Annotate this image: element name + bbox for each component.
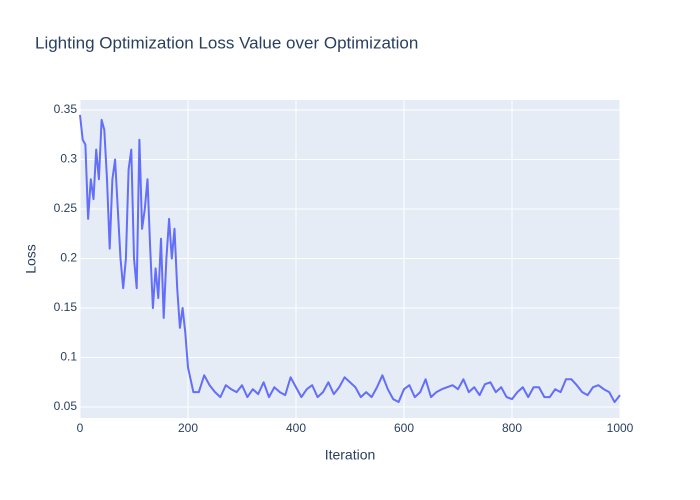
x-tick-label: 600 [394,421,414,435]
chart-title: Lighting Optimization Loss Value over Op… [35,33,418,52]
y-tick-label: 0.1 [60,350,77,364]
x-axis-label: Iteration [325,447,376,463]
x-tick-label: 1000 [607,421,634,435]
y-tick-label: 0.05 [54,399,78,413]
y-axis-label: Loss [23,244,39,274]
x-tick-label: 800 [502,421,522,435]
x-tick-label: 200 [178,421,198,435]
y-tick-label: 0.2 [60,251,77,265]
x-tick-label: 400 [286,421,306,435]
y-tick-label: 0.15 [54,300,78,314]
y-tick-label: 0.25 [54,201,78,215]
y-tick-label: 0.3 [60,152,77,166]
loss-line [79,114,621,404]
x-tick-label: 0 [77,421,84,435]
y-tick-label: 0.35 [54,102,78,116]
